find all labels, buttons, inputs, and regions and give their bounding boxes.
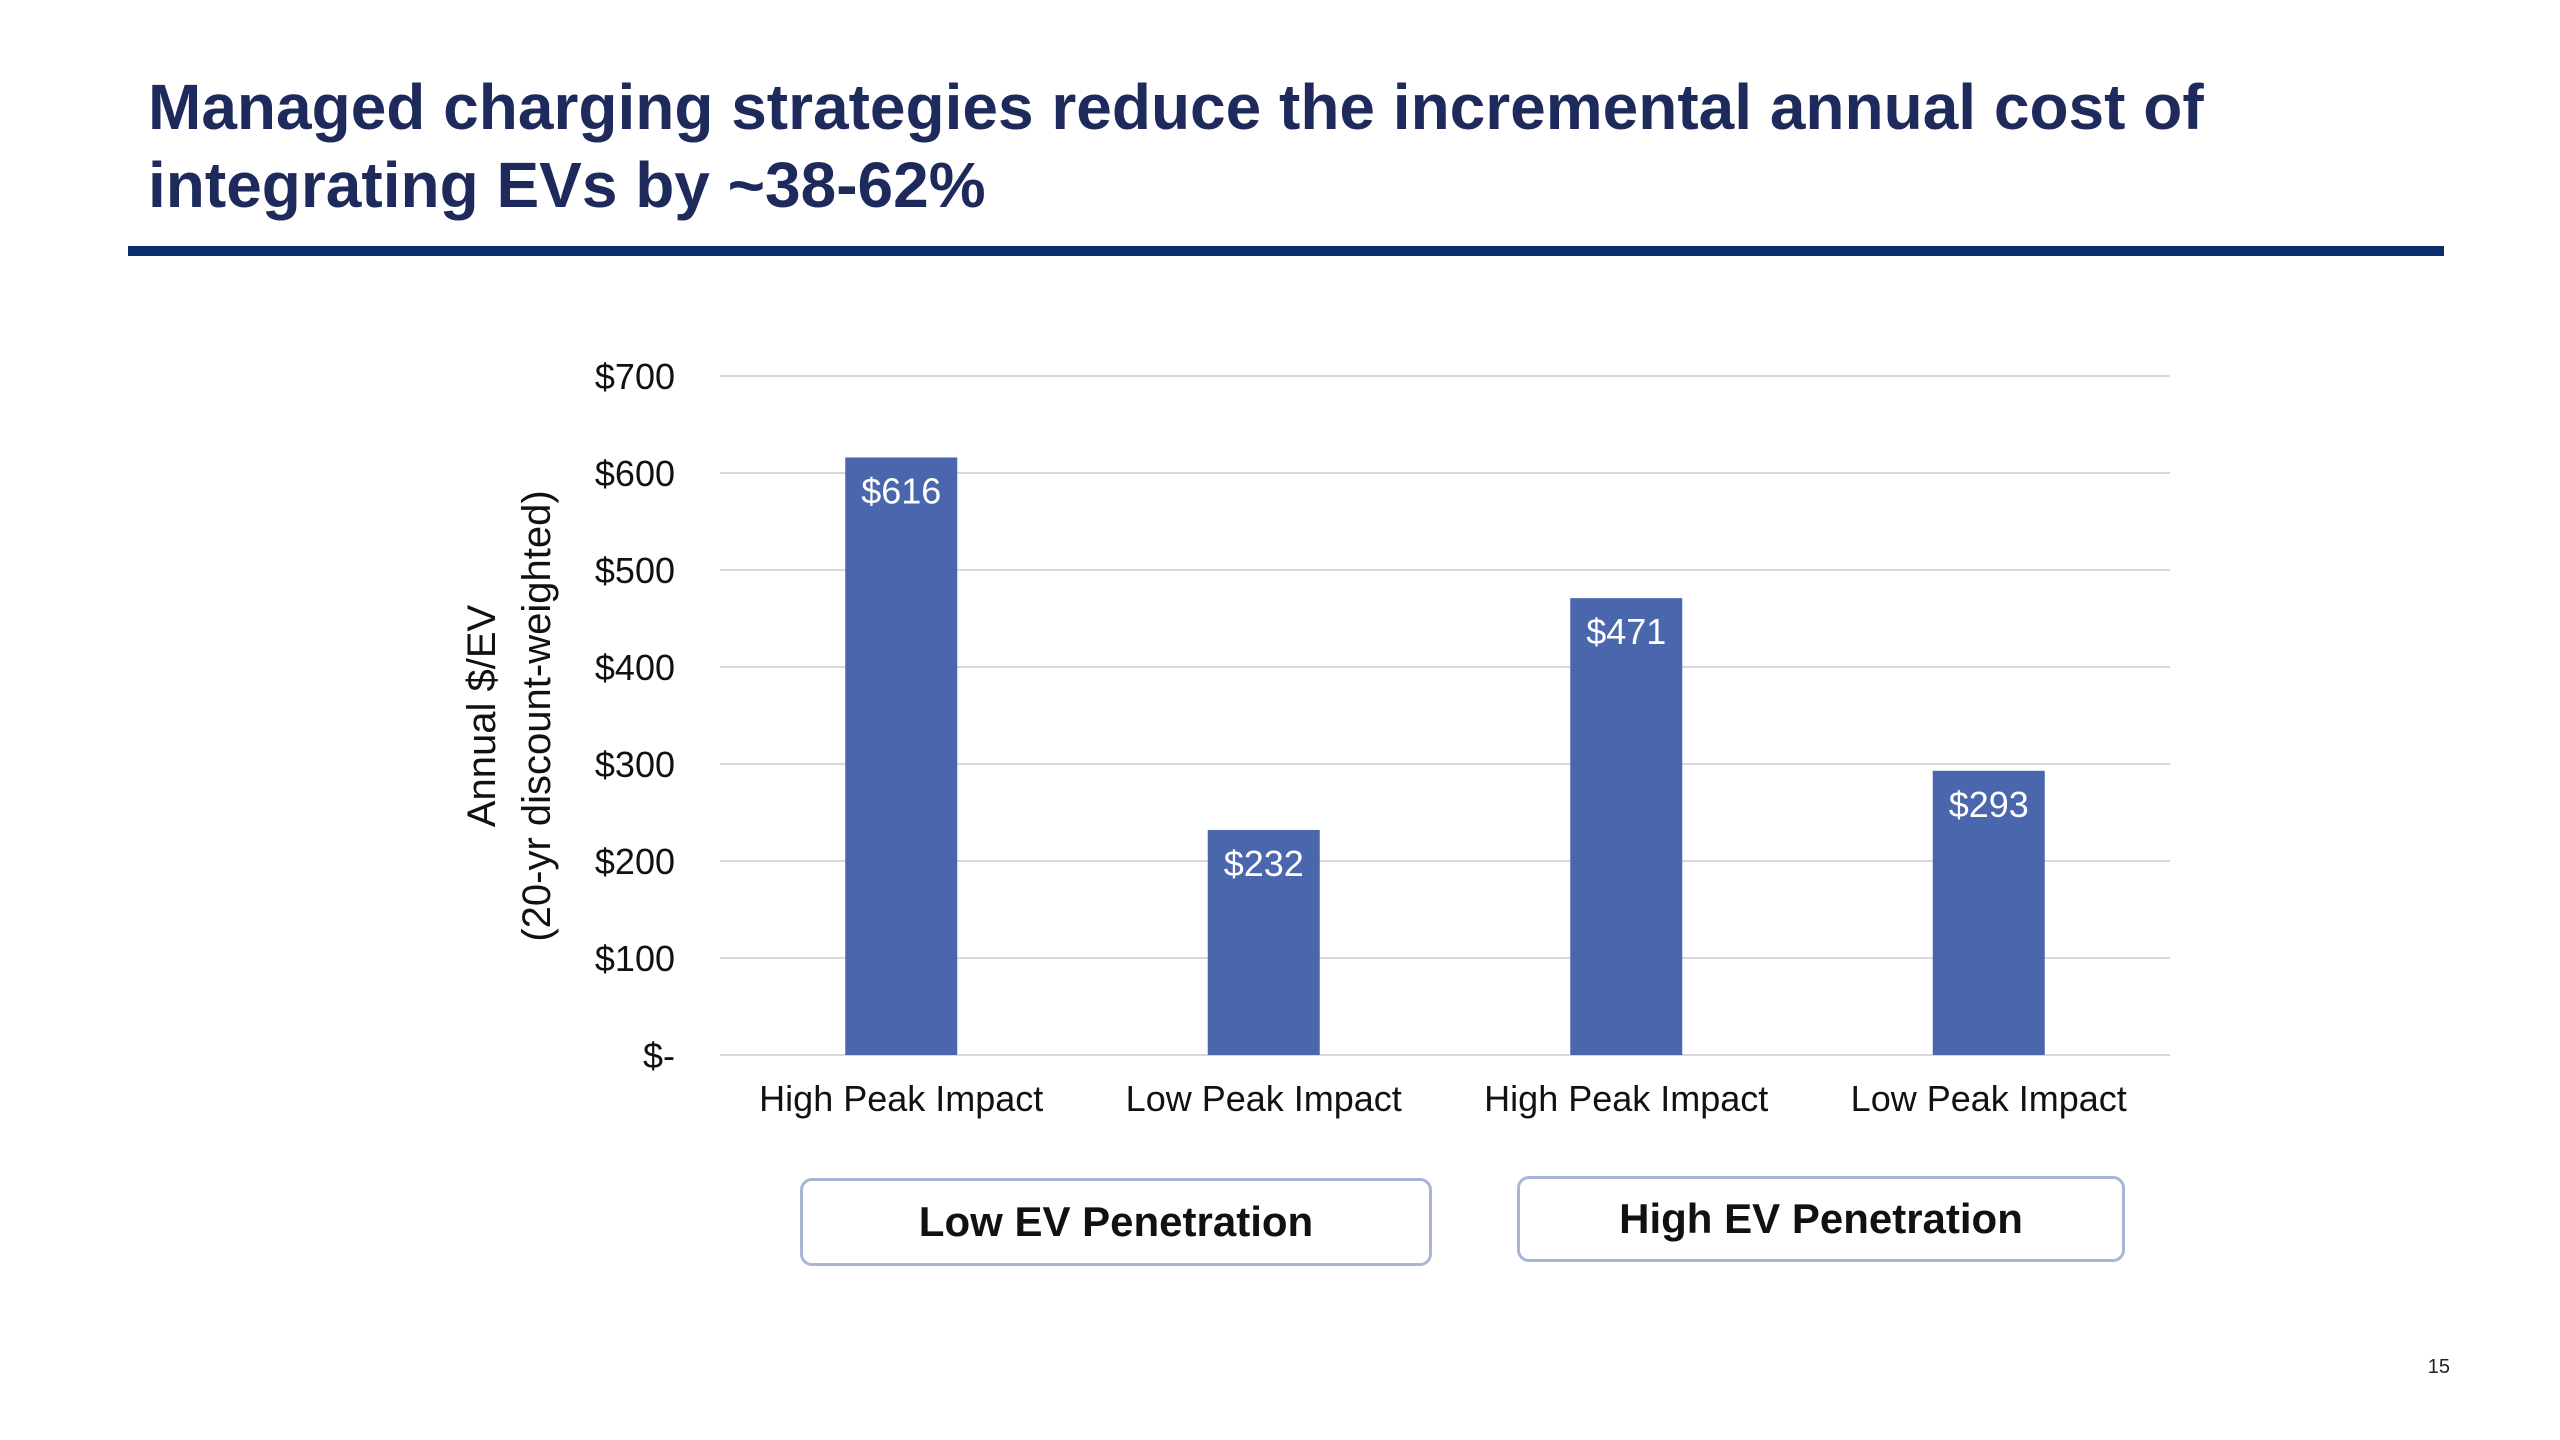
x-category-label: Low Peak Impact [1851, 1078, 2127, 1119]
y-tick-label: $100 [595, 938, 675, 979]
x-category-label: Low Peak Impact [1126, 1078, 1402, 1119]
bar [1932, 770, 2045, 1055]
group-label-high-ev-penetration: High EV Penetration [1517, 1176, 2125, 1262]
bar-value-label: $616 [861, 470, 941, 511]
y-tick-label: $400 [595, 647, 675, 688]
bar-value-label: $293 [1949, 784, 2029, 825]
y-axis-title: (20-yr discount-weighted) [515, 490, 559, 941]
title-rule [128, 246, 2444, 256]
bar-value-label: $232 [1224, 843, 1304, 884]
y-tick-label: $700 [595, 356, 675, 397]
x-category-label: High Peak Impact [759, 1078, 1043, 1119]
y-axis-title: Annual $/EV [460, 604, 504, 827]
bar [1207, 829, 1320, 1055]
bar [845, 457, 958, 1056]
y-tick-label: $200 [595, 841, 675, 882]
x-category-label: High Peak Impact [1484, 1078, 1768, 1119]
group-label-low-ev-penetration: Low EV Penetration [800, 1178, 1432, 1266]
page-number: 15 [2427, 1356, 2450, 1378]
bar-value-label: $471 [1586, 611, 1666, 652]
bar [1570, 598, 1683, 1055]
y-tick-label: $300 [595, 744, 675, 785]
slide-title: Managed charging strategies reduce the i… [148, 71, 2204, 221]
y-tick-label: $- [643, 1035, 675, 1076]
y-tick-label: $500 [595, 550, 675, 591]
y-tick-label: $600 [595, 453, 675, 494]
